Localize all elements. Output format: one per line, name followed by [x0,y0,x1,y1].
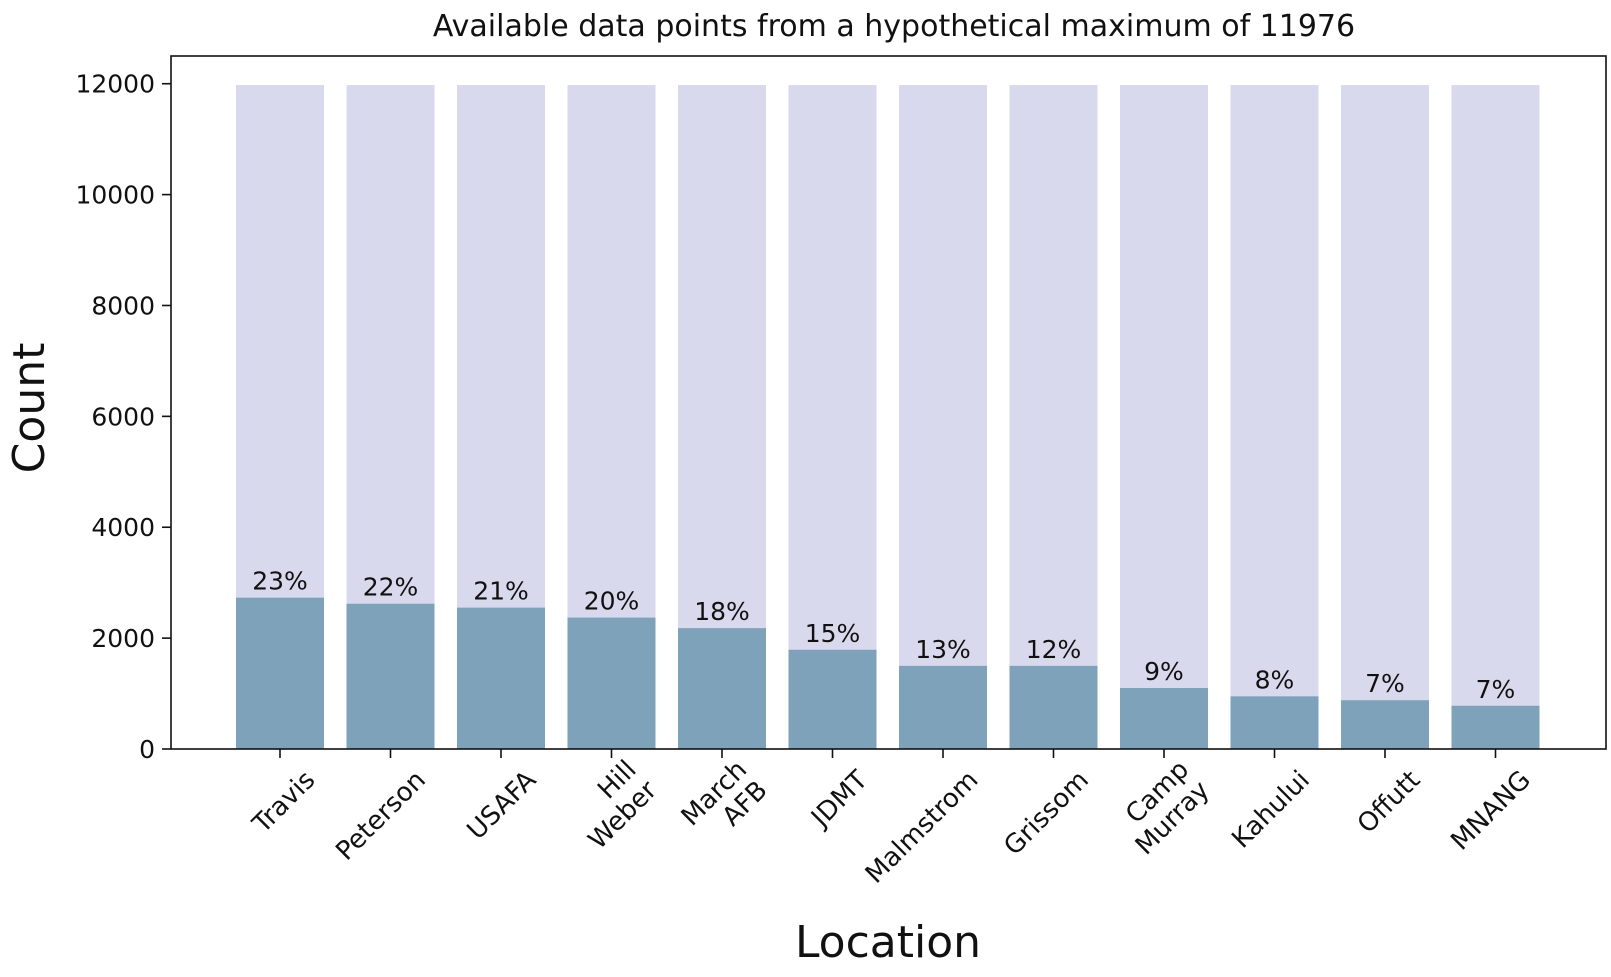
x-tick-label-line: Peterson [330,765,432,867]
background-bar [1230,85,1319,750]
x-tick-label: Peterson [330,765,432,867]
x-tick-label: Travis [246,765,321,840]
value-bar [457,607,545,749]
bar-value-label: 15% [805,619,861,648]
x-tick-label-line: Grissom [998,765,1094,861]
x-tick-label: Kahului [1226,765,1315,854]
bar-value-label: 7% [1476,675,1516,704]
x-tick-label: USAFA [462,765,543,846]
value-bar [1341,700,1429,749]
bar-value-label: 21% [473,577,529,606]
bar-value-label: 8% [1255,665,1295,694]
bar-value-label: 18% [694,597,750,626]
value-bar [788,649,877,749]
x-tick-label: Grissom [998,765,1094,861]
value-bar [346,603,435,749]
y-tick-label: 12000 [75,70,155,99]
x-tick-label: CampMurray [1109,755,1215,861]
background-bar [899,85,987,750]
bar-value-labels: 23% 22% 21% 20% 18% 15% 13% 12% 9% 8% 7% 7% [252,567,1515,704]
x-axis: Travis Peterson USAFA HillWeber MarchAFB JDMT… [246,749,1537,890]
x-tick-label: HillWeber [562,755,663,856]
bar-value-label: 23% [252,567,308,596]
y-tick-label: 0 [139,735,155,764]
bar-value-label: 20% [584,587,640,616]
x-tick-label: Offutt [1352,765,1426,839]
value-bar [899,665,987,749]
value-bar [1009,665,1098,749]
x-tick-label-line: Offutt [1352,765,1426,839]
value-bar [236,597,324,749]
value-bar [1451,705,1540,749]
x-axis-label: Location [795,917,981,968]
value-bar [567,617,656,749]
background-bar [1009,85,1098,750]
background-bar [1341,85,1429,750]
bar-value-label: 9% [1144,657,1184,686]
x-tick-label-line: JDMT [805,765,874,834]
foreground-bars [236,597,1540,749]
x-tick-label: Malmstrom [860,765,984,889]
bar-value-label: 7% [1365,669,1405,698]
bar-value-label: 22% [363,573,419,602]
y-tick-label: 6000 [91,402,155,431]
x-tick-label-line: Travis [246,765,321,840]
x-tick-label-line: Kahului [1226,765,1315,854]
value-bar [678,628,766,749]
x-tick-label-line: USAFA [462,765,543,846]
background-bar [1451,85,1540,750]
y-tick-label: 10000 [75,181,155,210]
background-bar [1120,85,1208,750]
plot-frame [170,55,1607,750]
value-bar [1230,696,1319,749]
x-tick-label: MNANG [1445,765,1536,856]
bar-value-label: 12% [1026,635,1082,664]
x-tick-label: JDMT [805,765,874,834]
chart-title: Available data points from a hypothetica… [433,9,1355,44]
y-tick-label: 4000 [91,513,155,542]
y-tick-label: 2000 [91,624,155,653]
y-axis: 0 2000 4000 6000 8000 10000 12000 [75,70,171,764]
bar-value-label: 13% [915,635,971,664]
value-bar [1120,688,1208,749]
x-tick-label: MarchAFB [676,755,774,853]
background-bar [788,85,877,750]
x-tick-label-line: Malmstrom [860,765,984,889]
x-tick-label-line: MNANG [1445,765,1536,856]
y-axis-label: Count [4,343,55,474]
y-tick-label: 8000 [91,291,155,320]
